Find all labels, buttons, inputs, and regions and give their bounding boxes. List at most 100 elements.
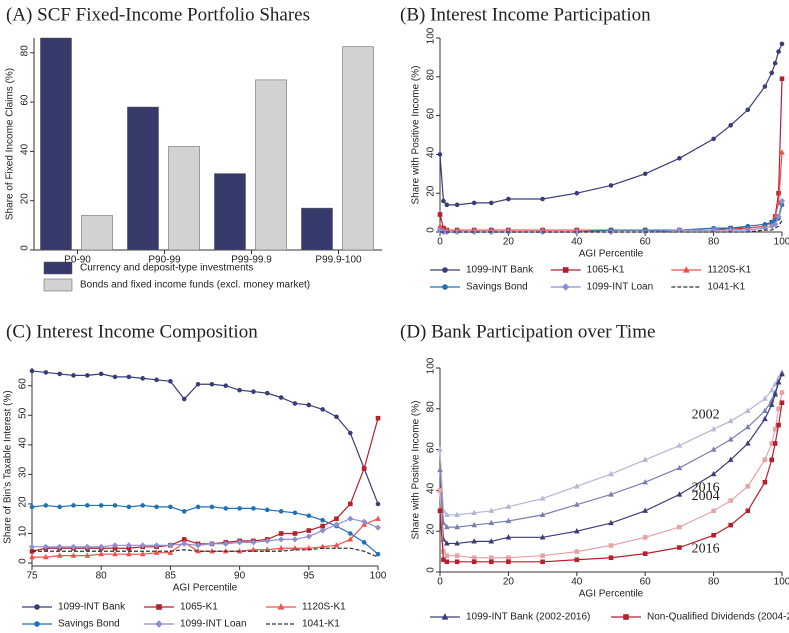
marker [727,436,734,442]
y-axis-label: Share of Fixed Income Claims (%) [5,68,16,220]
y-tick-label: 40 [426,146,437,158]
marker [779,370,785,377]
marker [208,540,215,547]
legend-marker [156,604,162,610]
marker [291,536,299,543]
marker [506,555,511,561]
legend-marker [34,621,40,627]
marker [112,550,118,557]
marker [471,200,477,206]
y-tick-label: 30 [18,466,29,478]
marker [154,504,159,510]
marker [489,555,494,561]
chart-title: (C) Interest Income Composition [6,321,258,342]
marker [111,542,119,549]
series-line [439,78,783,231]
marker [437,152,443,157]
legend-marker [562,267,569,273]
marker [769,457,775,463]
marker [236,539,243,546]
marker [98,543,105,550]
legend-marker [34,604,40,610]
marker [488,519,495,526]
marker [70,552,77,558]
marker [250,539,257,546]
y-tick-label: 60 [426,442,437,454]
marker [320,517,325,523]
marker [292,401,298,406]
legend-label: 1120S-K1 [707,265,751,276]
x-tick-label: 100 [370,571,387,582]
marker [29,553,35,560]
marker [444,540,450,546]
marker [42,543,49,550]
marker [437,446,443,452]
y-tick-label: 80 [20,45,31,57]
marker [776,422,781,428]
y-tick-label: 20 [426,523,437,535]
marker [454,559,460,565]
marker [775,213,782,220]
x-tick-label: P90-99 [148,255,181,266]
marker [154,377,159,383]
marker [454,228,461,236]
marker [140,376,146,381]
marker [539,495,546,501]
marker [775,199,782,206]
marker [43,370,49,375]
marker [126,550,132,557]
marker [85,503,90,508]
legend-label: 1120S-K1 [302,602,346,613]
marker [471,555,477,561]
series-label: 2016 [692,541,720,556]
y-tick-label: 0 [426,567,437,573]
marker [762,457,768,463]
marker [471,538,478,544]
marker [772,60,778,66]
marker [676,442,683,448]
marker [489,200,494,206]
marker [540,553,545,558]
x-axis-label: AGI Percentile [579,589,644,600]
marker [454,540,460,546]
series-line [439,392,783,559]
series-line [439,402,783,563]
bar [40,37,72,251]
marker [608,519,614,526]
marker [168,504,173,510]
marker [471,228,478,236]
marker [444,523,450,530]
y-tick-label: 0 [20,245,31,251]
marker [437,508,443,514]
x-tick-label: 90 [234,571,246,582]
y-axis-label: Share with Positive Income (%) [411,66,422,205]
x-tick-label: P0-90 [64,255,91,266]
x-tick-label: 0 [437,577,443,588]
marker [762,415,768,422]
marker [441,198,446,204]
marker [139,550,146,557]
x-tick-label: 0 [437,237,443,248]
marker [772,426,778,432]
marker [437,466,443,473]
marker [540,559,545,565]
marker [251,389,256,394]
marker [676,491,683,497]
marker [374,524,382,531]
x-tick-label: 80 [708,237,720,248]
marker [195,381,201,387]
marker [710,470,717,477]
marker [608,543,614,548]
marker [779,400,785,405]
marker [320,523,325,529]
y-tick-label: 20 [426,185,437,197]
chart-title: (B) Interest Income Participation [400,4,651,25]
marker [642,171,648,177]
series-line [32,518,379,548]
chart-title: (D) Bank Participation over Time [400,321,655,342]
x-tick-label: 20 [503,237,515,248]
marker [775,379,782,385]
marker [305,533,312,540]
marker [454,523,460,530]
marker [745,484,751,489]
